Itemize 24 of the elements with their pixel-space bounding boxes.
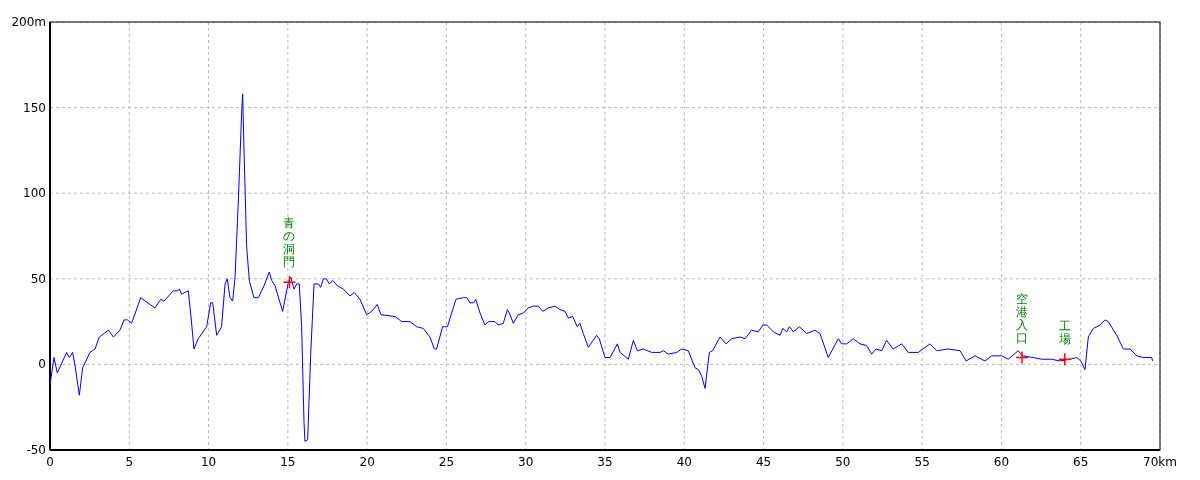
annotation: 青の洞門 [283, 216, 296, 270]
annotation: 空港入口 [1016, 291, 1029, 345]
y-tick-label: 200m [11, 15, 46, 29]
x-tick-label: 10 [200, 455, 217, 469]
y-tick-label: 100 [23, 186, 46, 201]
y-tick-label: 150 [23, 100, 46, 115]
x-tick-label: 35 [597, 455, 613, 469]
x-tick-label: 30 [518, 455, 534, 469]
x-tick-label: 5 [125, 455, 134, 469]
line-series [50, 93, 1154, 442]
y-tick-label: 0 [38, 357, 46, 372]
x-tick-label: 70km [1143, 455, 1177, 469]
x-tick-label: 25 [438, 455, 455, 469]
x-tick-label: 50 [835, 455, 851, 469]
x-tick-label: 20 [359, 455, 375, 469]
x-tick-label: 40 [676, 455, 692, 469]
y-tick-label: 50 [30, 271, 46, 286]
x-tick-label: 65 [1073, 455, 1089, 469]
x-tick-label: 60 [993, 455, 1010, 469]
y-tick-label: -50 [26, 443, 46, 457]
annotation: 工場 [1057, 319, 1071, 347]
x-tick-label: 55 [914, 455, 930, 469]
x-tick-label: 15 [280, 455, 296, 469]
x-tick-label: 45 [755, 455, 772, 469]
